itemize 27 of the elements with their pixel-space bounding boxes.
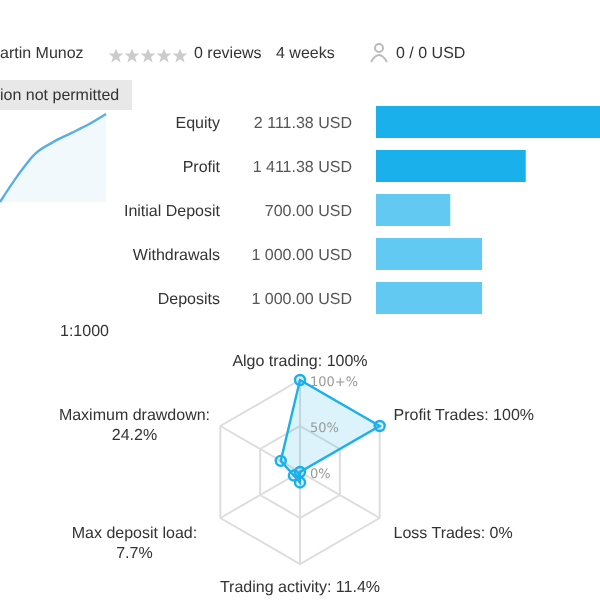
spoke-label: Max deposit load: 7.7%	[71, 524, 198, 562]
text: 4 weeks	[276, 44, 335, 62]
spoke-label: Trading activity: 11.4%	[219, 578, 381, 596]
data-label: 1 000.00 USD	[251, 290, 353, 308]
text: artin Munoz	[0, 44, 84, 62]
text: 0 / 0 USD	[396, 44, 466, 62]
text: ion not permitted	[0, 80, 132, 110]
spoke-label: Profit Trades: 100%	[393, 406, 535, 424]
text: 0 reviews	[194, 44, 262, 62]
data-label: 700.00 USD	[264, 202, 353, 220]
spoke-label: Maximum drawdown: 24.2%	[58, 406, 211, 444]
bar	[376, 282, 483, 314]
y-tick-label: Initial Deposit	[123, 201, 222, 220]
y-tick-label: Deposits	[157, 289, 220, 308]
data-label: 2 111.38 USD	[253, 114, 353, 132]
data-label: 1 000.00 USD	[251, 246, 353, 264]
y-tick-label: Profit	[182, 157, 222, 176]
data-label: 1 411.38 USD	[252, 158, 353, 176]
bar	[376, 106, 600, 138]
bar	[376, 150, 526, 182]
y-tick-label: Withdrawals	[132, 245, 220, 264]
y-tick-label: Equity	[175, 113, 220, 132]
bar	[376, 238, 483, 270]
bar	[376, 194, 451, 226]
spoke-label: Algo trading: 100%	[232, 352, 368, 370]
spoke-label: Loss Trades: 0%	[393, 524, 513, 542]
text: 1:1000	[60, 322, 109, 340]
